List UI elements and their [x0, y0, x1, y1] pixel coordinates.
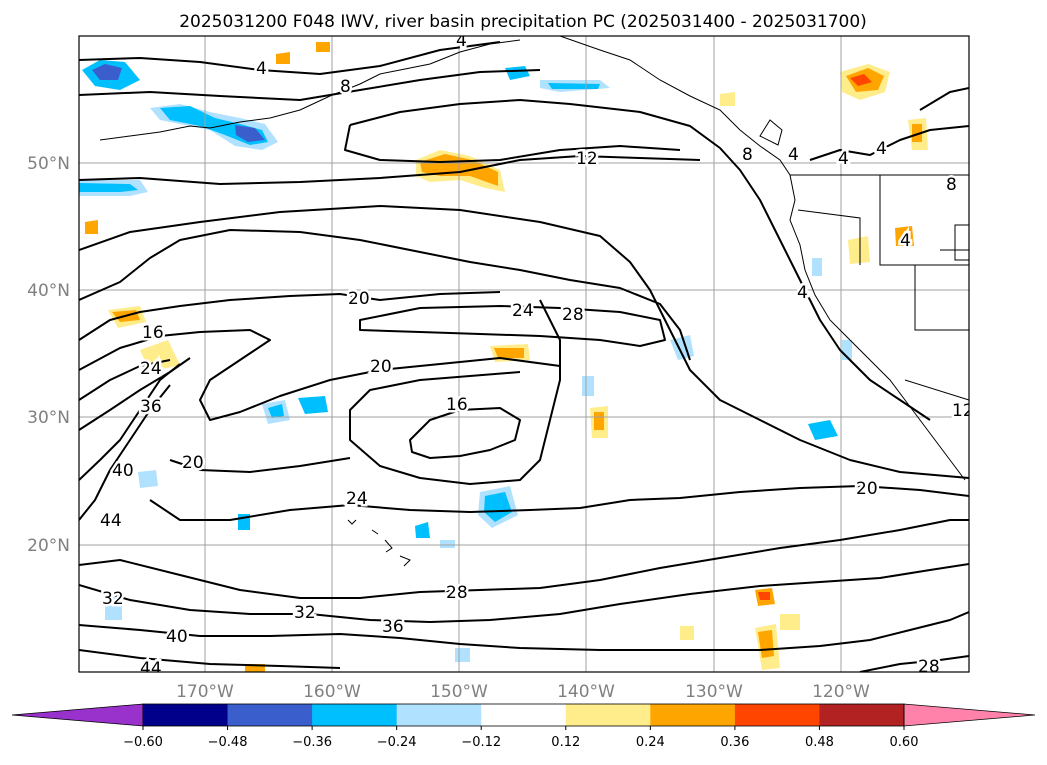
colorbar-segment — [396, 704, 482, 726]
contour-label: 28 — [562, 305, 584, 325]
colorbar-extend-min — [11, 703, 144, 727]
lon-label: 140°W — [557, 682, 615, 702]
colorbar-segment — [734, 704, 820, 726]
map-border — [78, 35, 970, 673]
colorbar-tick-label: −0.24 — [377, 735, 417, 750]
contour-label: 32 — [294, 603, 316, 623]
colorbar-tick-label: −0.36 — [292, 735, 332, 750]
contour-label: 24 — [512, 301, 534, 321]
colorbar-segment — [312, 704, 398, 726]
contour-label: 4 — [838, 149, 849, 169]
figure-title: 2025031200 F048 IWV, river basin precipi… — [179, 12, 867, 32]
contour-label: 44 — [100, 511, 122, 531]
lon-label: 120°W — [812, 682, 870, 702]
graticule — [79, 36, 969, 672]
contour-label: 28 — [918, 657, 940, 677]
lat-label: 40°N — [27, 281, 70, 301]
contour-label: 16 — [142, 323, 164, 343]
latitude-labels: 50°N 40°N 30°N 20°N — [27, 154, 70, 556]
colorbar-segment — [819, 704, 905, 726]
colorbar-tick-label: 0.12 — [551, 735, 580, 750]
contour-label: 16 — [446, 395, 468, 415]
lon-label: 170°W — [176, 682, 234, 702]
contour-label: 12 — [576, 149, 598, 169]
contour-label: 8 — [742, 145, 753, 165]
colorbar-tick-label: −0.60 — [123, 735, 163, 750]
colorbar-segment — [143, 704, 229, 726]
contour-label: 20 — [182, 453, 204, 473]
lat-label: 30°N — [27, 408, 70, 428]
lat-label: 50°N — [27, 154, 70, 174]
colorbar-tick-label: 0.24 — [636, 735, 665, 750]
contour-label: 36 — [382, 617, 404, 637]
contour-label: 8 — [340, 77, 351, 97]
contour-label: 4 — [876, 139, 887, 159]
contour-label: 4 — [788, 145, 799, 165]
contour-label: 36 — [140, 397, 162, 417]
colorbar-extend-max — [903, 703, 1036, 727]
map-area: 4 8 4 12 4 4 8 4 8 4 20 24 28 16 20 24 3… — [79, 31, 974, 679]
colorbar-segment — [650, 704, 736, 726]
contour-label: 20 — [856, 479, 878, 499]
lon-label: 160°W — [303, 682, 361, 702]
contour-label: 4 — [256, 59, 267, 79]
colorbar-tick-label: 0.48 — [805, 735, 834, 750]
colorbar-tick-label: 0.36 — [720, 735, 749, 750]
lat-label: 20°N — [27, 536, 70, 556]
contour-label: 24 — [140, 359, 162, 379]
contour-label: 4 — [456, 31, 467, 51]
colorbar-tick-label: −0.48 — [208, 735, 248, 750]
contour-label: 4 — [900, 231, 911, 251]
lon-label: 130°W — [685, 682, 743, 702]
contour-label: 8 — [946, 175, 957, 195]
lon-label: 150°W — [430, 682, 488, 702]
colorbar-segment — [565, 704, 651, 726]
colorbar: −0.60 −0.48 −0.36 −0.24 −0.12 0.12 0.24 0.36 0.4… — [11, 703, 1036, 750]
contour-labels: 4 8 4 12 4 4 8 4 8 4 20 24 28 16 20 24 3… — [98, 31, 974, 679]
contour-label: 4 — [797, 283, 808, 303]
colorbar-border — [142, 703, 905, 727]
contour-label: 24 — [346, 489, 368, 509]
contour-label: 12 — [952, 401, 974, 421]
colorbar-tick-label: −0.12 — [461, 735, 501, 750]
contour-label: 44 — [140, 659, 162, 679]
colorbar-tick-label: 0.60 — [890, 735, 919, 750]
contour-label: 20 — [348, 289, 370, 309]
longitude-labels: 170°W 160°W 150°W 140°W 130°W 120°W — [176, 682, 870, 702]
negative-pc-patches — [79, 60, 852, 662]
colorbar-segment — [227, 704, 313, 726]
colorbar-segment — [481, 704, 567, 726]
contour-label: 28 — [446, 583, 468, 603]
contour-label: 40 — [166, 627, 188, 647]
contour-label: 40 — [112, 461, 134, 481]
iwv-contours — [79, 41, 969, 672]
contour-label: 32 — [102, 589, 124, 609]
contour-label: 20 — [370, 357, 392, 377]
coastlines — [99, 36, 969, 567]
